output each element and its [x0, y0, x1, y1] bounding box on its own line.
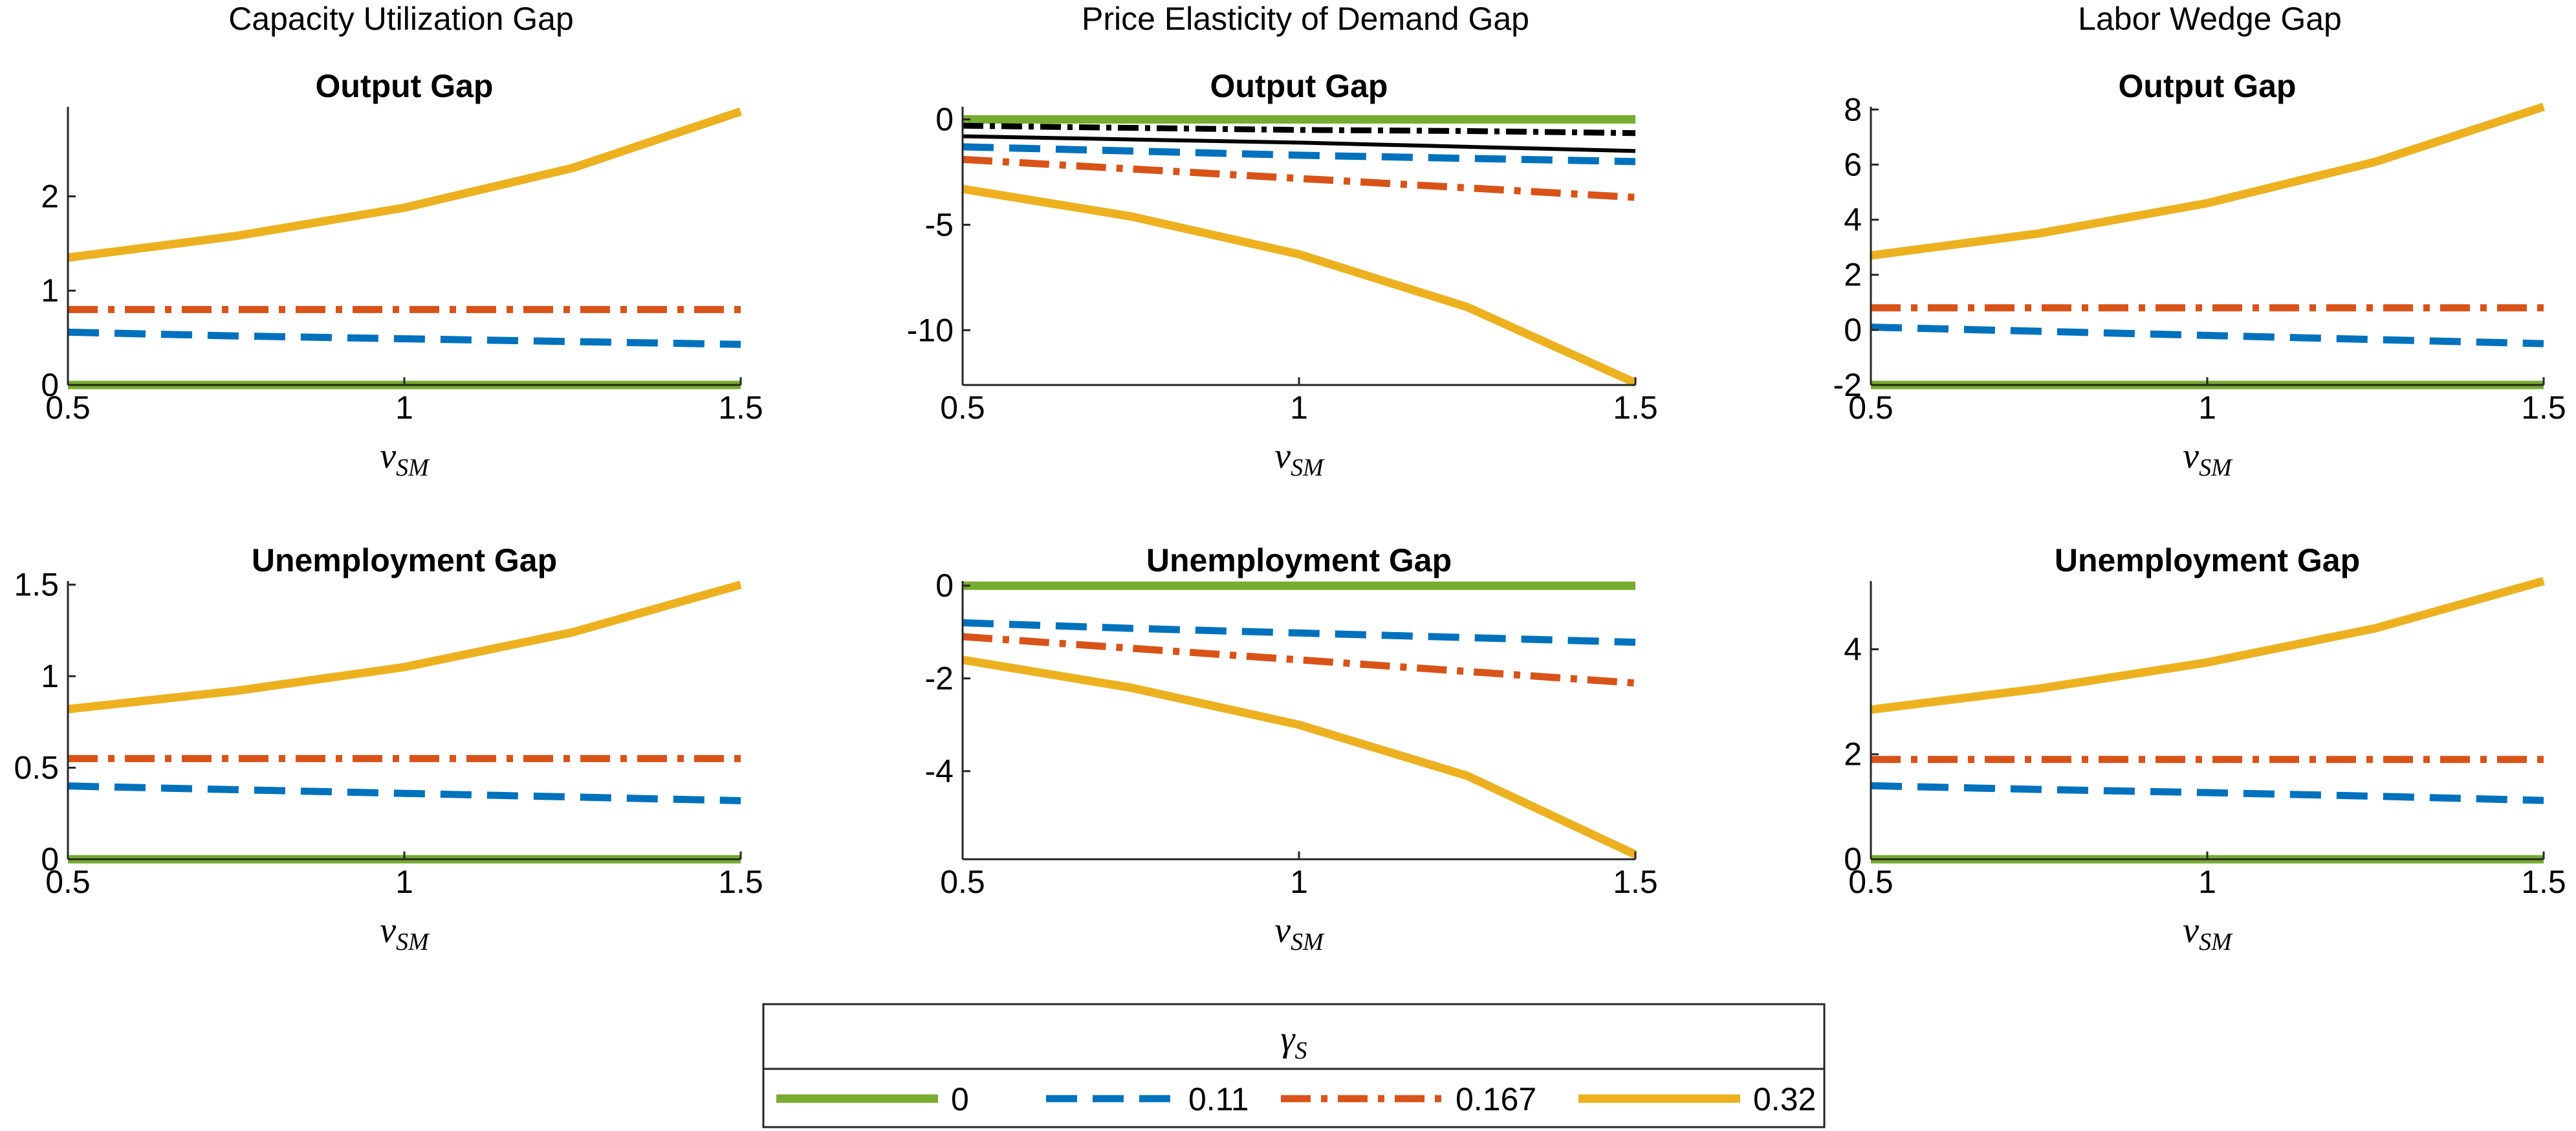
panel-title: Output Gap: [1210, 68, 1388, 104]
y-tick-label: -4: [925, 753, 954, 789]
series-line: [962, 155, 1636, 201]
x-tick-label: 1.5: [2521, 864, 2566, 900]
series-line: [1870, 102, 2546, 260]
x-tick-label: 1.5: [2521, 390, 2566, 426]
legend-entry: 0.32: [1578, 1081, 1816, 1117]
y-tick-label: 4: [1844, 202, 1862, 238]
y-tick-label: -10: [907, 312, 954, 348]
series-line: [1870, 576, 2545, 714]
column-title: Capacity Utilization Gap: [228, 1, 574, 37]
series-line: [962, 143, 1636, 166]
y-tick-label: 2: [1844, 257, 1862, 293]
x-tick-label: 1: [2198, 864, 2216, 900]
series-line: [961, 655, 1637, 859]
series-line: [67, 782, 741, 804]
legend-entry: 0: [776, 1081, 969, 1117]
chart-panel: Output Gap 0.5 1 1.5 -10 -5 0 νSM: [907, 68, 1658, 481]
x-tick-label: 0.5: [1848, 390, 1894, 426]
y-tick-label: 4: [1844, 631, 1862, 667]
x-axis-label: νSM: [380, 436, 430, 481]
x-tick-label: 1.5: [1613, 390, 1658, 426]
series-line: [67, 107, 743, 262]
x-tick-label: 0.5: [45, 390, 91, 426]
x-axis-label: νSM: [2183, 436, 2233, 481]
column-title: Labor Wedge Gap: [2078, 1, 2342, 37]
panel-title: Output Gap: [2119, 68, 2297, 104]
x-tick-label: 1: [1290, 864, 1308, 900]
y-tick-label: 1.5: [14, 567, 59, 603]
chart-panel: Unemployment Gap 0.5 1 1.5 0 2 4 νSM: [1844, 542, 2566, 956]
x-tick-label: 0.5: [1848, 864, 1894, 900]
panel-title: Unemployment Gap: [252, 542, 557, 578]
y-tick-label: 2: [1844, 736, 1862, 773]
y-tick-label: 0: [1844, 312, 1862, 348]
x-axis-label: νSM: [2183, 910, 2233, 956]
column-titles: Capacity Utilization Gap Price Elasticity…: [228, 1, 2342, 37]
series-line: [961, 184, 1637, 387]
x-axis-label: νSM: [1274, 910, 1325, 956]
panel-title: Output Gap: [316, 68, 494, 104]
series-line: [962, 122, 1636, 137]
legend-entry: 0.167: [1281, 1081, 1536, 1117]
y-tick-label: 0: [935, 567, 954, 604]
chart-panel: Unemployment Gap 0.5 1 1.5 -4 -2 0 νSM: [925, 542, 1658, 956]
series-line: [1870, 324, 2544, 347]
y-tick-label: 0.5: [14, 750, 59, 786]
y-tick-label: 6: [1844, 146, 1862, 182]
x-tick-label: 1.5: [718, 390, 763, 426]
x-tick-label: 1: [2198, 390, 2216, 426]
legend: γS 0 0.11 0.167 0.32: [762, 1003, 1826, 1128]
x-tick-label: 1: [395, 390, 413, 426]
legend-box: [762, 1003, 1826, 1128]
panels: Output Gap 0.5 1 1.5 0 1 2 νSM Output Gap 0.5 1 1.5…: [14, 68, 2566, 956]
series-line: [67, 328, 741, 348]
x-axis-label: νSM: [1274, 436, 1325, 481]
y-tick-label: 0: [1844, 841, 1862, 877]
legend-entry: 0.11: [1046, 1081, 1249, 1117]
y-tick-label: -2: [1833, 367, 1862, 403]
y-tick-label: 1: [41, 272, 59, 309]
x-tick-label: 0.5: [940, 390, 985, 426]
series-line: [67, 580, 742, 714]
legend-label: 0: [951, 1081, 969, 1117]
y-tick-label: -5: [925, 206, 954, 243]
column-title: Price Elasticity of Demand Gap: [1082, 1, 1529, 37]
x-tick-label: 0.5: [940, 864, 985, 900]
y-tick-label: 2: [41, 178, 59, 214]
x-axis-label: νSM: [380, 910, 430, 956]
series-line: [962, 619, 1636, 646]
chart-panel: Output Gap 0.5 1 1.5 -2 0 2 4 6 8 νSM: [1833, 68, 2566, 481]
series-line: [962, 134, 1636, 153]
x-tick-label: 1.5: [1613, 864, 1658, 900]
legend-label: 0.32: [1753, 1081, 1816, 1117]
series-line: [1870, 782, 2544, 804]
y-tick-label: 0: [935, 102, 954, 138]
y-tick-label: 1: [41, 658, 59, 694]
y-tick-label: 8: [1844, 91, 1862, 127]
chart-panel: Output Gap 0.5 1 1.5 0 1 2 νSM: [41, 68, 763, 481]
legend-label: 0.11: [1188, 1081, 1249, 1117]
y-tick-label: 0: [41, 367, 59, 403]
x-tick-label: 0.5: [45, 864, 91, 900]
x-tick-label: 1: [395, 864, 413, 900]
legend-label: 0.167: [1456, 1081, 1536, 1117]
y-tick-label: -2: [925, 661, 954, 697]
panel-title: Unemployment Gap: [1146, 542, 1452, 578]
y-tick-label: 0: [41, 841, 59, 877]
panel-title: Unemployment Gap: [2055, 542, 2360, 578]
legend-title: γS: [1280, 1019, 1307, 1064]
x-tick-label: 1: [1290, 390, 1308, 426]
x-tick-label: 1.5: [718, 864, 763, 900]
